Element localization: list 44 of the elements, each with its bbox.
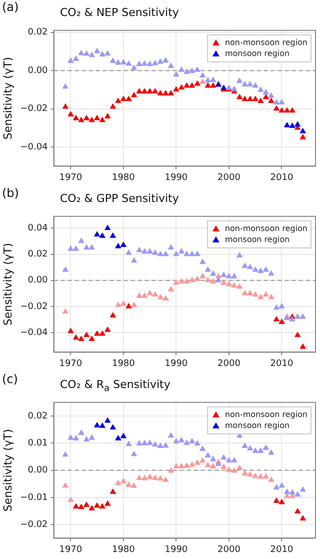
x-tick-label: 2000 [218, 544, 241, 555]
x-tick-label: 2010 [270, 358, 294, 369]
chart-title: CO₂ & R$_{a}$ Sensitivity [60, 378, 170, 394]
legend-label: monsoon region [224, 234, 290, 244]
chart-title: CO₂ & GPP Sensitivity [60, 192, 179, 205]
y-tick-label: −0.02 [20, 520, 48, 530]
y-tick-label: 0.02 [28, 28, 48, 38]
y-axis-title: Sensitivity (γT) [1, 57, 14, 140]
legend-label: non-monsoon region [224, 224, 308, 233]
y-tick-label: 0.01 [28, 438, 48, 448]
x-tick-label: 2010 [270, 172, 294, 183]
y-tick-label: 0.00 [28, 276, 48, 286]
x-tick-label: 1970 [59, 358, 82, 369]
chart-title: CO₂ & NEP Sensitivity [60, 6, 179, 19]
y-tick-label: −0.02 [20, 104, 48, 114]
y-axis-title: Sensitivity (γT) [1, 429, 14, 512]
x-tick-label: 1990 [164, 358, 188, 369]
y-tick-label: 0.04 [28, 223, 48, 234]
x-tick-label: 1970 [59, 544, 82, 555]
text: (a) [2, 0, 19, 14]
x-tick-label: 1990 [164, 172, 188, 183]
x-tick-label: 1980 [112, 358, 136, 369]
x-tick-label: 1990 [164, 544, 188, 555]
x-tick-label: 1970 [59, 172, 82, 183]
x-tick-label: 2000 [218, 172, 241, 183]
y-tick-label: 0.00 [28, 66, 48, 76]
text: (b) [2, 186, 19, 200]
legend-label: non-monsoon region [224, 38, 308, 47]
legend-label: non-monsoon region [224, 410, 308, 419]
y-tick-label: 0.00 [28, 466, 48, 476]
legend-label: monsoon region [224, 48, 290, 58]
x-tick-label: 2010 [270, 544, 294, 555]
y-tick-label: −0.04 [20, 328, 48, 338]
x-tick-label: 1980 [112, 544, 136, 555]
text: (c) [2, 372, 18, 386]
x-tick-label: 2000 [218, 358, 241, 369]
y-tick-label: 0.02 [28, 250, 48, 260]
y-tick-label: −0.04 [20, 142, 48, 152]
y-tick-label: −0.01 [20, 492, 48, 503]
y-tick-label: −0.02 [20, 302, 48, 312]
legend-label: monsoon region [224, 420, 290, 430]
y-tick-label: 0.02 [28, 411, 48, 422]
x-tick-label: 1980 [112, 172, 136, 183]
y-axis-title: Sensitivity (γT) [1, 243, 14, 326]
